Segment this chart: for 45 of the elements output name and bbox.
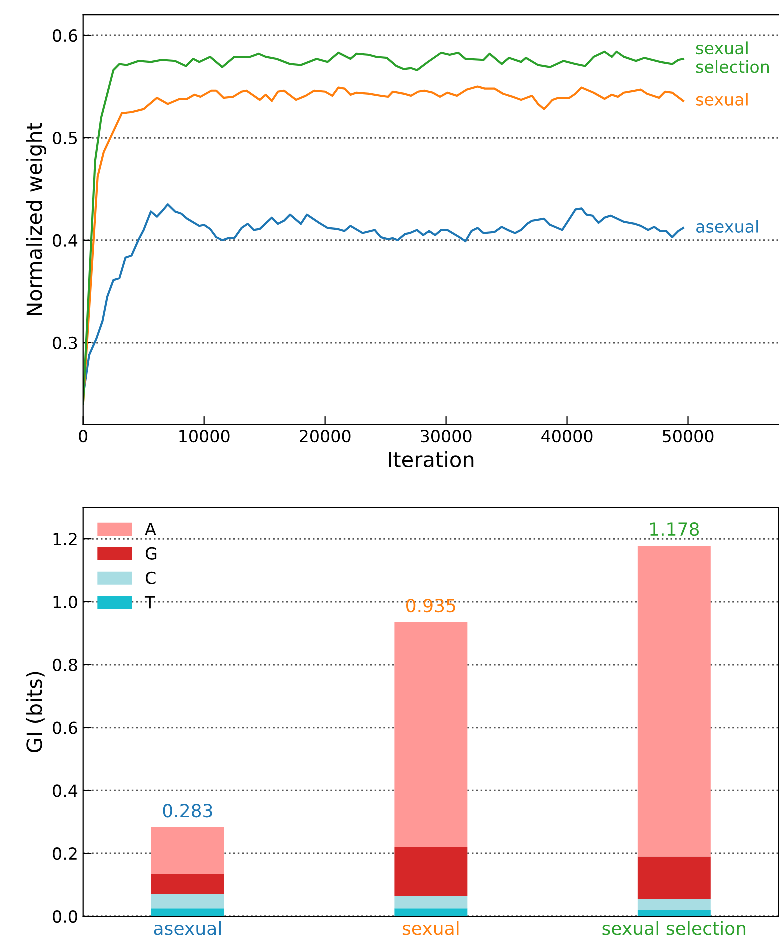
- bar: [151, 827, 224, 874]
- legend-label: C: [146, 572, 156, 584]
- bar: [394, 896, 468, 909]
- y-tick-label: 0.4: [53, 784, 78, 798]
- series-label: sexual selection: [696, 42, 770, 74]
- y-axis-title: Normalized weight: [26, 122, 46, 316]
- bar: [394, 847, 468, 896]
- x-tick-label: 0: [79, 430, 88, 443]
- x-tick-label: 20000: [300, 430, 351, 443]
- y-tick-label: 0.6: [53, 722, 78, 734]
- y-axis-title: GI (bits): [26, 672, 45, 752]
- bar: [638, 910, 711, 916]
- y-tick-label: 0.0: [53, 910, 78, 924]
- x-tick-label: 10000: [180, 430, 230, 443]
- y-tick-label: 0.5: [53, 132, 78, 145]
- x-axis-title: Iteration: [389, 451, 474, 468]
- total-label: 0.935: [406, 598, 456, 613]
- x-tick-label: 40000: [542, 430, 593, 443]
- legend-label: A: [145, 523, 156, 536]
- y-tick-label: 0.4: [53, 234, 78, 248]
- bar: [151, 908, 224, 916]
- y-tick-label: 1.0: [54, 596, 78, 609]
- total-label: 0.283: [163, 804, 212, 818]
- x-tick-label: asexual: [154, 921, 221, 936]
- series-label: sexual: [696, 93, 748, 106]
- y-tick-label: 0.2: [53, 848, 77, 860]
- x-tick-label: 50000: [663, 430, 714, 443]
- series-label: asexual: [696, 220, 758, 233]
- bar: [394, 908, 468, 916]
- total-label: 1.178: [650, 522, 700, 536]
- y-tick-label: 0.6: [53, 29, 78, 42]
- bar: [151, 874, 224, 894]
- bar: [638, 856, 711, 900]
- legend-label: T: [144, 596, 156, 609]
- legend-label: G: [146, 547, 157, 560]
- bar: [638, 546, 711, 857]
- y-tick-label: 0.3: [53, 336, 78, 350]
- x-tick-label: sexual selection: [602, 921, 746, 936]
- bar: [151, 894, 224, 909]
- x-tick-label: sexual: [402, 921, 459, 936]
- x-tick-label: 30000: [421, 430, 472, 443]
- y-tick-label: 1.2: [54, 533, 77, 546]
- y-tick-label: 0.8: [53, 658, 78, 672]
- bar: [394, 622, 468, 848]
- bar: [638, 899, 711, 910]
